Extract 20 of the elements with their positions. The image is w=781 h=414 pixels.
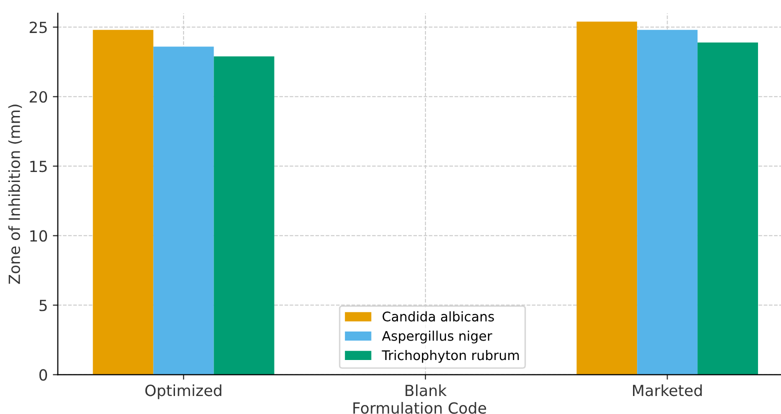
- x-tick-label: Blank: [406, 384, 447, 396]
- legend-label: Trichophyton rubrum: [382, 350, 519, 363]
- y-axis-title: Zone of Inhibition (mm): [8, 104, 22, 284]
- bar: [698, 42, 758, 375]
- bar: [214, 56, 274, 375]
- y-tick-label: 5: [40, 300, 47, 312]
- y-tick-label: 15: [30, 160, 47, 172]
- y-tick-label: 20: [30, 91, 48, 103]
- legend-label: Aspergillus niger: [382, 330, 492, 344]
- y-tick-label: 0: [39, 369, 48, 381]
- bar: [637, 30, 698, 375]
- x-axis-title: Formulation Code: [353, 402, 486, 414]
- bar: [153, 46, 214, 375]
- y-tick-label: 10: [30, 230, 48, 242]
- x-tick-label: Optimized: [145, 384, 222, 400]
- bar: [576, 22, 638, 375]
- x-tick-label: Marketed: [633, 384, 702, 396]
- bar: [92, 30, 154, 375]
- legend-label: Candida albicans: [382, 311, 494, 322]
- y-tick-label: 25: [30, 22, 47, 34]
